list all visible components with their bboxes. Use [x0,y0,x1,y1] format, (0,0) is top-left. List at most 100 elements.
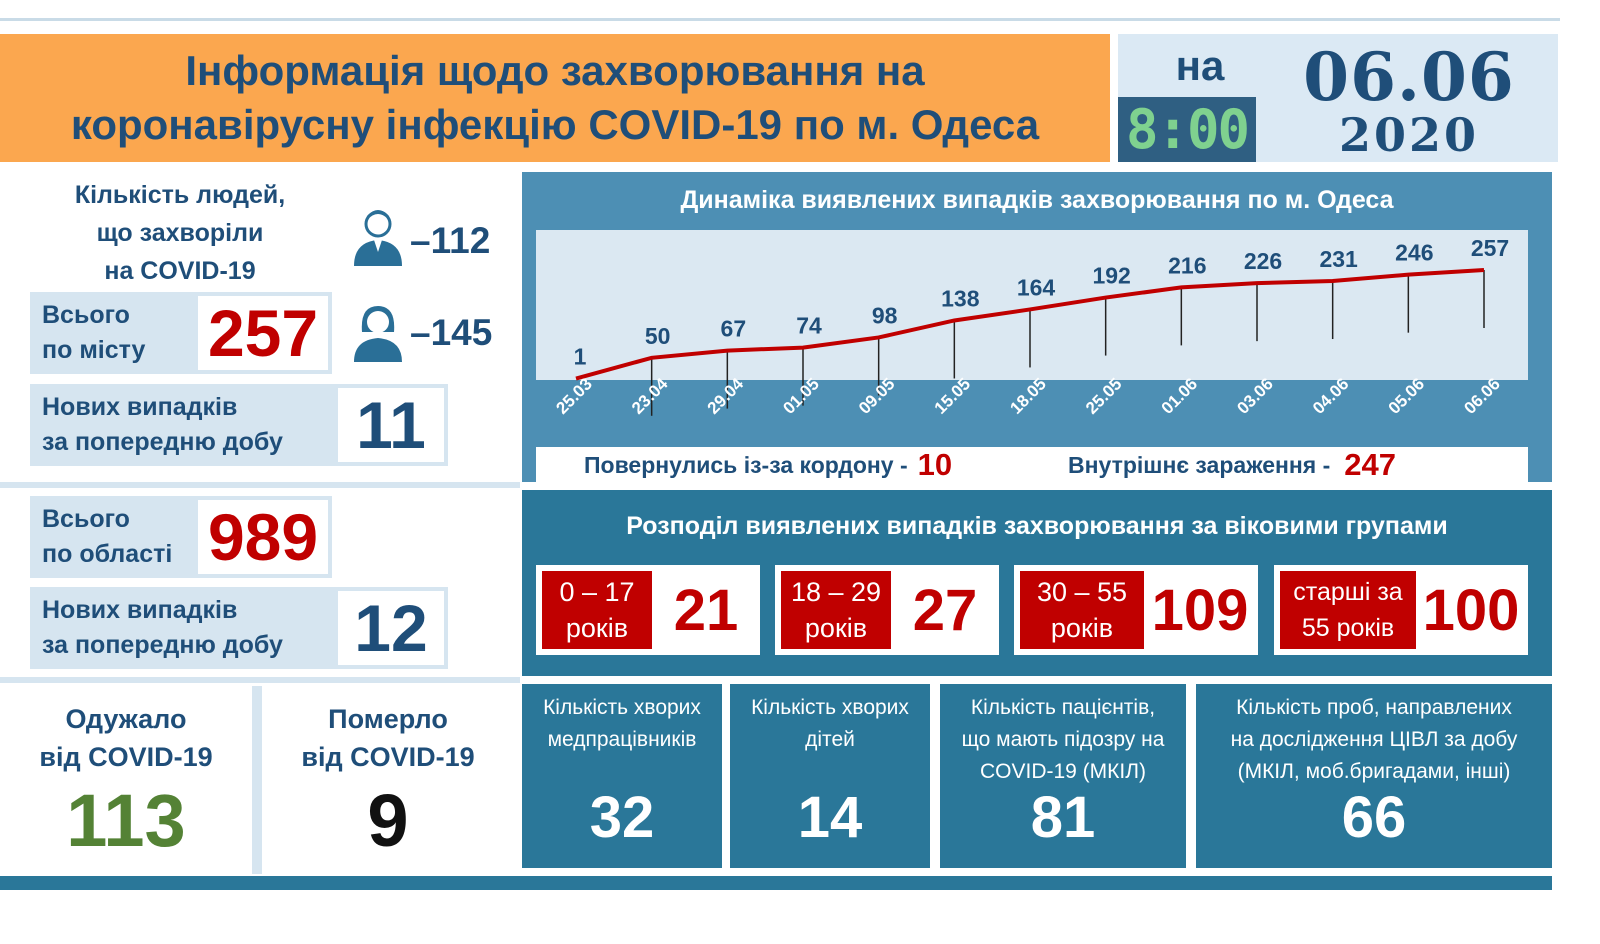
stat-children: Кількість хворих дітей 14 [730,684,930,868]
data-label: 246 [1395,240,1433,266]
data-label: 74 [796,313,822,339]
stat-medical-workers: Кількість хворих медпрацівників 32 [522,684,722,868]
stat-label: Кількість хворих дітей [751,696,909,751]
city-new-label: Нових випадків за попередню добу [42,393,283,456]
recovered-box: Одужало від COVID-19 113 [0,686,252,874]
stat-value: 81 [1030,785,1096,850]
data-label: 67 [721,316,747,342]
x-tick-label: 01.06 [1158,374,1202,418]
stat-label: Кількість пацієнтів, що мають підозру на C… [961,696,1165,783]
x-tick-label: 15.05 [931,374,975,418]
x-tick-label: 09.05 [855,374,899,418]
bottom-bar [0,876,1552,890]
section-divider [0,482,520,488]
x-tick-label: 01.05 [779,374,823,418]
female-count: –145 [410,312,493,353]
recovered-label: Одужало від COVID-19 [39,704,213,772]
page-title: Інформація щодо захворювання на коронаві… [0,34,1110,162]
x-tick-label: 29.04 [704,374,748,418]
age-group-value: 27 [912,577,978,643]
returned-label: Повернулись із-за кордону - [584,451,908,478]
data-label: 216 [1168,252,1206,278]
x-tick-label: 05.06 [1385,374,1429,418]
returned-group: Повернулись із-за кордону - 10 [584,447,952,483]
region-total-box: Всього по області 989 [30,496,332,578]
x-tick-label: 25.05 [1082,374,1126,418]
age-group-value: 100 [1422,577,1520,643]
page-title-line2: коронавірусну інфекцію COVID-19 по м. Од… [70,101,1040,148]
data-label: 138 [941,285,980,311]
recovered-value: 113 [66,779,186,862]
age-group-55-plus: старші за 55 років 100 [1274,565,1528,655]
data-label: 50 [645,323,671,349]
age-group-18-29: 18 – 29 років 27 [775,565,999,655]
stat-samples: Кількість проб, направлених на дослідженн… [1196,684,1552,868]
top-divider [0,18,1560,21]
region-new-label: Нових випадків за попередню добу [42,596,283,659]
x-tick-label: 18.05 [1006,374,1050,418]
internal-group: Внутрішнє зараження - 247 [1068,447,1396,483]
data-label: 1 [574,344,587,370]
city-total-label: Всього по місту [42,301,146,364]
x-tick-label: 06.06 [1460,374,1504,418]
stat-label: Кількість хворих медпрацівників [543,696,701,751]
stat-value: 66 [1341,785,1407,850]
age-group-30-55: 30 – 55 років 109 [1014,565,1258,655]
age-group-label: 18 – 29 років [781,571,891,649]
people-title-line1: Кількість людей, [74,181,286,209]
people-title-line2: що захворіли [96,219,264,247]
age-group-label: 30 – 55 років [1020,571,1144,649]
x-tick-label: 03.06 [1233,374,1277,418]
outcome-divider [252,686,262,874]
x-tick-label: 23.04 [628,374,672,418]
data-label: 231 [1319,246,1358,272]
city-total-value: 257 [198,296,328,370]
age-group-label: старші за 55 років [1280,571,1416,649]
time-display: 8:00 [1118,97,1256,162]
city-new-value: 11 [338,388,444,462]
data-label: 226 [1244,248,1282,274]
city-new-box: Нових випадків за попередню добу 11 [30,384,448,466]
stat-suspected: Кількість пацієнтів, що мають підозру на C… [940,684,1186,868]
female-person-icon [354,306,402,362]
section-divider [0,677,520,683]
returned-value: 10 [917,447,953,482]
internal-label: Внутрішнє зараження - [1068,451,1331,478]
x-tick-label: 04.06 [1309,374,1353,418]
died-box: Померло від COVID-19 9 [262,686,514,874]
header-banner: Інформація щодо захворювання на коронаві… [0,34,1110,162]
people-title: Кількість людей, що захворіли на COVID-1… [30,176,330,290]
stat-value: 32 [589,785,655,850]
stat-label: Кількість проб, направлених на дослідженн… [1230,696,1518,783]
date-year: 2020 [1338,108,1480,162]
data-label: 257 [1471,235,1509,261]
region-total-value: 989 [198,500,328,574]
stat-value: 14 [797,785,863,850]
series-line [575,268,1485,381]
date-day-month: 06.06 [1303,38,1515,116]
page-title-line1: Інформація щодо захворювання на [185,47,925,94]
region-new-value: 12 [338,591,444,665]
data-label: 164 [1017,274,1056,300]
died-value: 9 [367,779,409,862]
city-total-box: Всього по місту 257 [30,292,332,374]
x-tick-label: 25.03 [552,374,596,418]
date-prefix: на [1175,42,1225,89]
chart-svg: 1 50 67 74 98 138 164 192 216 226 231 246 257 25.03 23… [552,235,1509,418]
age-group-label: 0 – 17 років [542,571,652,649]
male-count: –112 [410,220,491,261]
region-total-label: Всього по області [42,505,173,568]
people-title-line3: на COVID-19 [104,257,256,285]
chart-title: Динаміка виявлених випадків захворювання… [680,186,1394,214]
internal-value: 247 [1344,447,1396,482]
region-new-box: Нових випадків за попередню добу 12 [30,587,448,669]
data-label: 192 [1092,263,1130,289]
summary-bar: Повернулись із-за кордону - 10 Внутрішнє… [536,447,1528,483]
age-group-value: 21 [673,577,739,643]
age-group-0-17: 0 – 17 років 21 [536,565,760,655]
data-label: 98 [872,302,898,328]
age-title: Розподіл виявлених випадків захворювання… [626,512,1448,540]
age-group-value: 109 [1151,577,1249,643]
died-label: Померло від COVID-19 [301,704,475,772]
male-person-icon [354,210,402,266]
